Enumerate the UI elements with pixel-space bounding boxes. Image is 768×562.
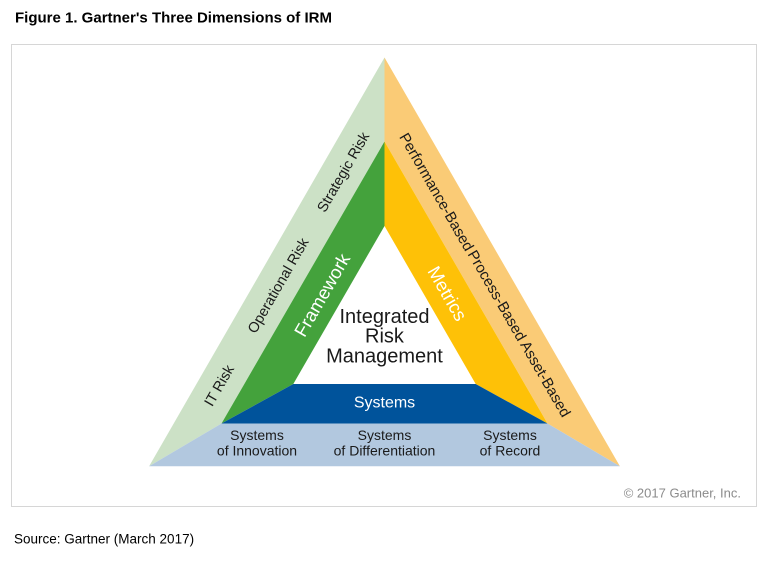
svg-text:Figure 1. Gartner's Three Dime: Figure 1. Gartner's Three Dimensions of … — [15, 10, 332, 27]
svg-text:Systems: Systems — [230, 427, 284, 443]
svg-text:of Innovation: of Innovation — [217, 443, 297, 459]
svg-text:Systems: Systems — [354, 394, 415, 411]
svg-text:Risk: Risk — [365, 326, 405, 348]
svg-text:Source: Gartner (March 2017): Source: Gartner (March 2017) — [14, 532, 194, 547]
svg-text:Systems: Systems — [358, 427, 412, 443]
svg-text:of Differentiation: of Differentiation — [334, 443, 436, 459]
svg-text:© 2017 Gartner, Inc.: © 2017 Gartner, Inc. — [624, 485, 741, 500]
svg-text:Systems: Systems — [483, 427, 537, 443]
svg-text:of Record: of Record — [480, 443, 541, 459]
svg-text:Integrated: Integrated — [339, 306, 429, 328]
svg-text:Management: Management — [326, 346, 443, 368]
